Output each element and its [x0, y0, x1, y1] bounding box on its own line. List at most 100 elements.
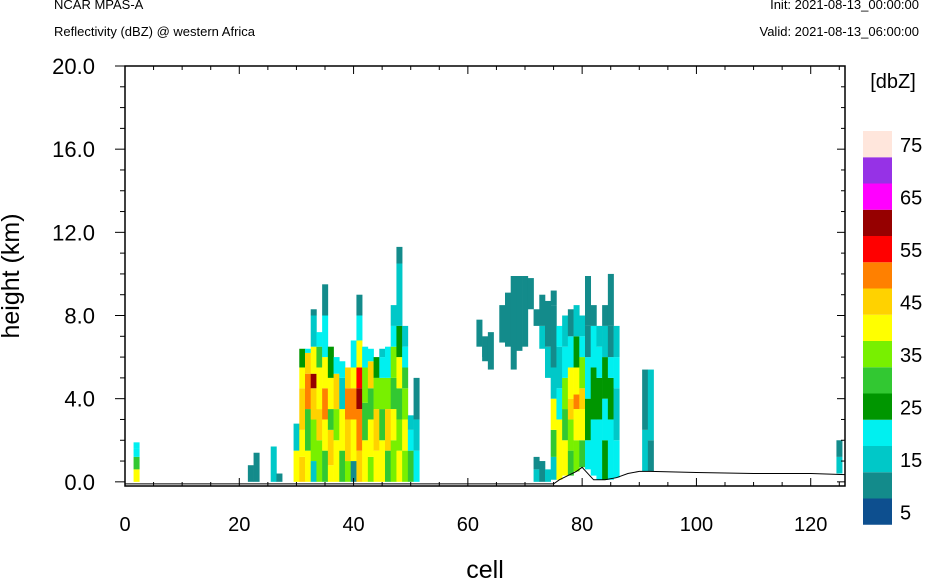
colorbar-swatch — [863, 236, 892, 263]
data-cell — [396, 450, 403, 482]
data-cell — [539, 294, 546, 326]
data-cell — [499, 305, 506, 343]
data-cell — [299, 456, 306, 482]
data-cell — [396, 263, 403, 326]
data-cell — [333, 373, 340, 410]
data-cell — [602, 305, 609, 326]
data-cell — [396, 388, 403, 420]
colorbar-title: [dbZ] — [870, 71, 916, 93]
data-cell — [253, 452, 260, 482]
y-axis: 0.0 4.0 8.0 12.0 16.0 20.0 — [52, 54, 845, 495]
data-cell — [299, 429, 306, 457]
data-cell — [293, 450, 300, 482]
data-cell — [567, 450, 574, 476]
data-cell — [356, 315, 363, 341]
data-cell — [573, 305, 580, 337]
data-cell — [396, 419, 403, 451]
data-cell — [556, 419, 563, 480]
data-cell — [407, 429, 414, 451]
data-cell — [836, 440, 843, 457]
data-cell — [613, 440, 620, 478]
data-cells — [133, 246, 843, 482]
data-cell — [322, 284, 329, 316]
data-cell — [133, 442, 140, 449]
data-cell — [407, 415, 414, 430]
data-cell — [590, 367, 597, 420]
data-cell — [562, 409, 569, 441]
data-cell — [316, 409, 323, 441]
data-cell — [379, 348, 386, 358]
data-cell — [322, 388, 329, 420]
colorbar-label: 65 — [900, 188, 922, 210]
colorbar-swatch — [863, 472, 892, 499]
data-cell — [607, 377, 614, 420]
data-cell — [573, 440, 580, 472]
data-cell — [339, 377, 346, 410]
data-cell — [310, 373, 317, 389]
data-cell — [133, 448, 140, 457]
data-cell — [556, 325, 563, 347]
data-cell — [590, 325, 597, 368]
colorbar-swatch — [863, 209, 892, 236]
model-title: NCAR MPAS-A — [54, 0, 144, 12]
colorbar-swatch — [863, 288, 892, 315]
data-cell — [573, 394, 580, 410]
data-cell — [556, 346, 563, 389]
x-tick-label: 100 — [680, 514, 713, 536]
data-cell — [413, 450, 420, 482]
data-cell — [573, 336, 580, 368]
data-cell — [585, 325, 592, 358]
data-cell — [590, 419, 597, 476]
data-cell — [327, 429, 334, 466]
terrain-line — [125, 466, 846, 485]
colorbar-label: 5 — [900, 503, 911, 525]
data-cell — [647, 440, 654, 472]
data-cell — [390, 325, 397, 347]
data-cell — [373, 450, 380, 482]
data-cell — [299, 367, 306, 389]
data-cell — [602, 398, 609, 441]
data-cell — [613, 357, 620, 389]
colorbar-label: 35 — [900, 345, 922, 367]
data-cell — [362, 346, 369, 368]
colorbar-label: 45 — [900, 293, 922, 315]
data-cell — [356, 409, 363, 451]
data-cell — [390, 440, 397, 482]
init-time: Init: 2021-08-13_00:00:00 — [770, 0, 919, 12]
data-cell — [562, 440, 569, 476]
colorbar-swatch — [863, 419, 892, 446]
plot-frame — [124, 65, 846, 487]
valid-time: Valid: 2021-08-13_06:00:00 — [759, 24, 920, 39]
data-cell — [379, 440, 386, 482]
data-cell — [596, 325, 603, 347]
data-cell — [310, 315, 317, 347]
data-cell — [390, 305, 397, 326]
x-axis-label: cell — [466, 556, 504, 580]
x-tick-label: 0 — [119, 514, 130, 536]
data-cell — [567, 367, 574, 399]
data-cell — [545, 346, 552, 378]
data-cell — [579, 409, 586, 441]
data-cell — [402, 346, 409, 368]
data-cell — [356, 367, 363, 389]
data-cell — [390, 409, 397, 441]
data-cell — [345, 419, 352, 462]
data-cell — [550, 305, 557, 368]
data-cell — [350, 340, 357, 368]
data-cell — [402, 450, 409, 482]
data-cell — [585, 276, 592, 326]
data-cell — [385, 450, 392, 482]
data-cell — [602, 325, 609, 358]
colorbar-label: 15 — [900, 450, 922, 472]
data-cell — [579, 336, 586, 358]
data-cell — [333, 440, 340, 482]
data-cell — [567, 398, 574, 420]
data-cell — [573, 409, 580, 441]
data-cell — [613, 325, 620, 358]
data-cell — [305, 348, 312, 353]
data-cell — [299, 388, 306, 430]
data-cell — [327, 377, 334, 410]
data-cell — [339, 361, 346, 378]
data-cell — [339, 450, 346, 482]
data-cell — [476, 319, 483, 347]
